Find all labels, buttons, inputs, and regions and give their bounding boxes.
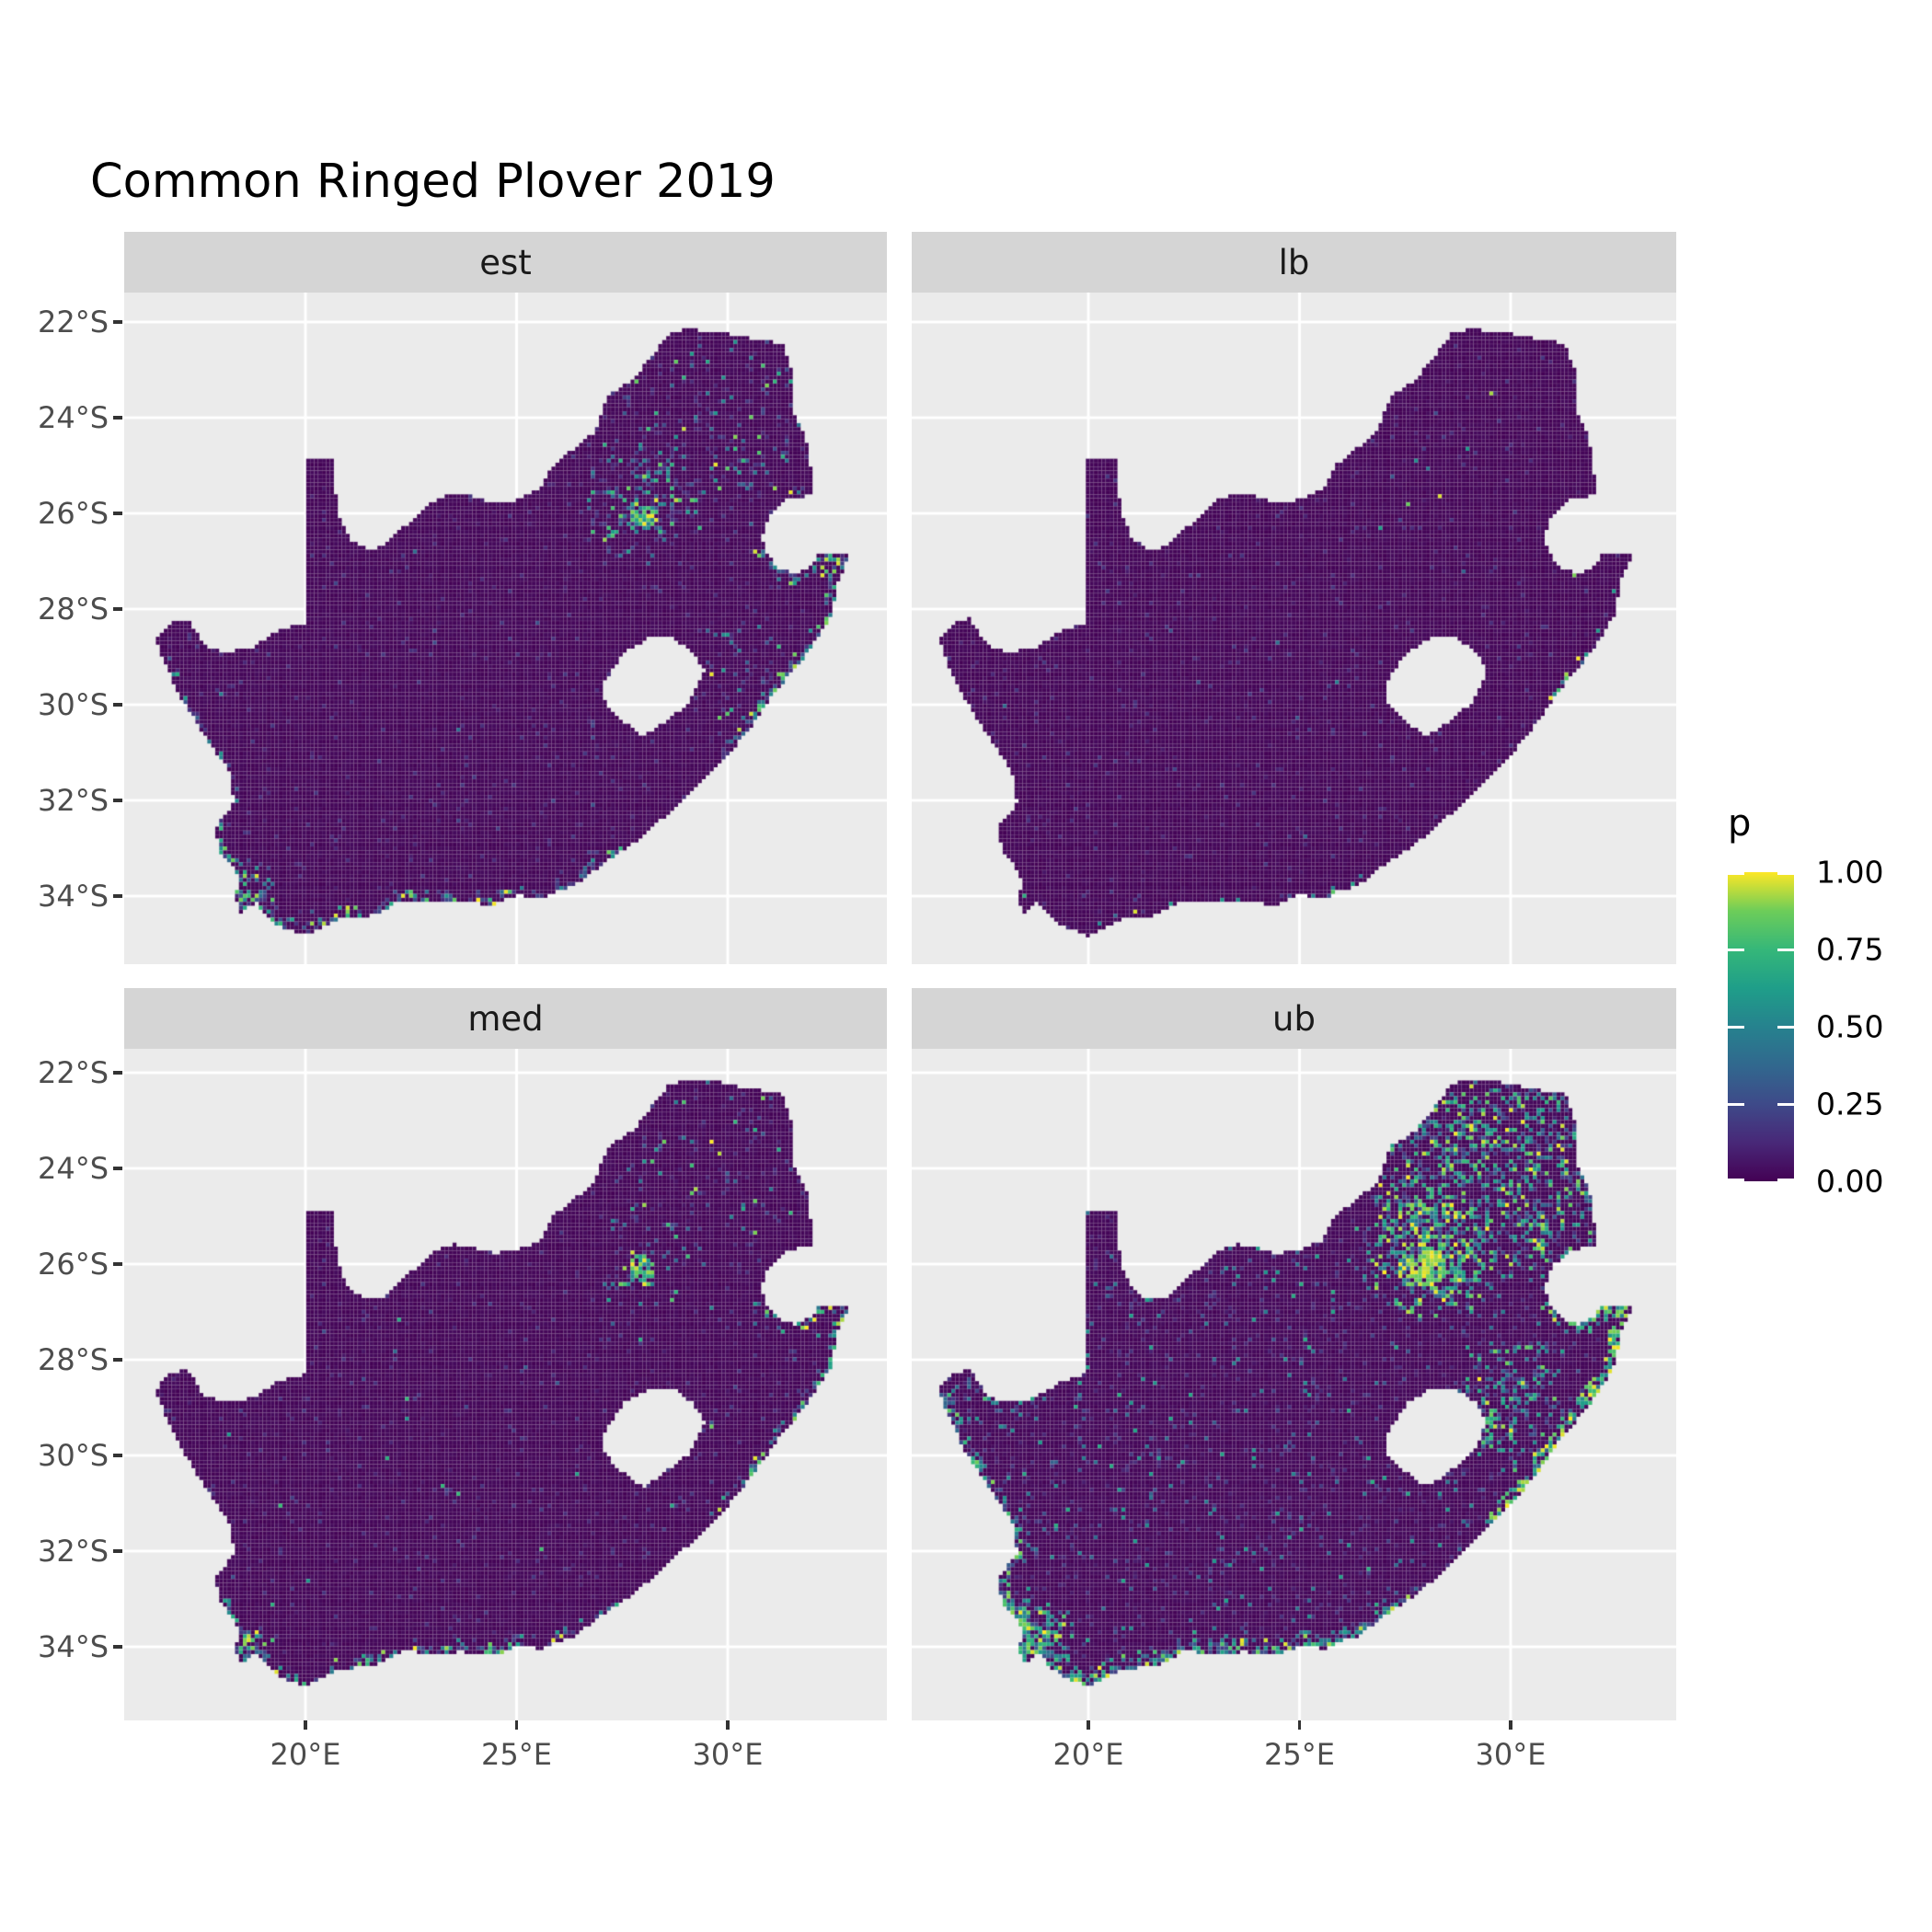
legend-tick-mark [1728, 872, 1744, 875]
facet-strip-label-est: est [479, 242, 532, 282]
legend-tick-mark [1777, 872, 1794, 875]
facet-panel-est-map [124, 293, 887, 964]
legend-tick-label: 0.00 [1816, 1163, 1884, 1200]
facet-strip-ub: ub [912, 988, 1676, 1049]
x-axis-tick-mark [1509, 1720, 1512, 1730]
y-axis-tick-mark [113, 1454, 122, 1457]
legend-tick-mark [1728, 1102, 1744, 1106]
legend-tick-mark [1777, 1025, 1794, 1029]
y-axis-label: 30°S [37, 687, 109, 722]
legend-tick-mark [1777, 1179, 1794, 1181]
facet-panel-ub-map [912, 1049, 1676, 1720]
y-axis-tick-mark [113, 1262, 122, 1266]
x-axis-label: 30°E [1475, 1737, 1547, 1772]
legend-tick-label: 1.00 [1816, 854, 1884, 891]
y-axis-tick-mark [113, 607, 122, 611]
legend-title: p [1728, 802, 1752, 845]
x-axis-label: 20°E [1052, 1737, 1124, 1772]
facet-strip-est: est [124, 232, 887, 293]
y-axis-label: 28°S [37, 1342, 109, 1377]
facet-strip-med: med [124, 988, 887, 1049]
y-axis-tick-mark [113, 799, 122, 802]
y-axis-tick-mark [113, 1167, 122, 1170]
legend-tick-label: 0.50 [1816, 1008, 1884, 1045]
y-axis-tick-mark [113, 416, 122, 420]
y-axis-label: 34°S [37, 879, 109, 914]
y-axis-tick-mark [113, 1645, 122, 1649]
x-axis-tick-mark [1087, 1720, 1090, 1730]
y-axis-label: 34°S [37, 1629, 109, 1664]
y-axis-label: 24°S [37, 1151, 109, 1186]
facet-strip-label-lb: lb [1278, 242, 1310, 282]
legend-tick-mark [1728, 1179, 1744, 1181]
x-axis-tick-mark [1297, 1720, 1302, 1730]
x-axis-tick-mark [726, 1720, 730, 1730]
facet-strip-label-med: med [467, 998, 544, 1039]
y-axis-tick-mark [113, 512, 122, 515]
y-axis-tick-mark [113, 703, 122, 707]
legend-tick-mark [1728, 948, 1744, 951]
legend-tick-mark [1777, 1102, 1794, 1106]
y-axis-label: 24°S [37, 400, 109, 435]
y-axis-label: 26°S [37, 1247, 109, 1282]
y-axis-tick-mark [113, 1071, 122, 1075]
facet-panel-med-map [124, 1049, 887, 1720]
x-axis-tick-mark [304, 1720, 307, 1730]
y-axis-label: 30°S [37, 1438, 109, 1473]
y-axis-tick-mark [113, 1549, 122, 1553]
x-axis-label: 25°E [1264, 1737, 1335, 1772]
x-axis-label: 30°E [692, 1737, 764, 1772]
facet-strip-label-ub: ub [1272, 998, 1316, 1039]
y-axis-tick-mark [113, 1358, 122, 1362]
y-axis-label: 32°S [37, 783, 109, 818]
legend-tick-mark [1728, 1025, 1744, 1029]
y-axis-label: 22°S [37, 1055, 109, 1090]
y-axis-tick-mark [113, 320, 122, 324]
y-axis-label: 32°S [37, 1534, 109, 1569]
x-axis-tick-mark [514, 1720, 519, 1730]
plot-title: Common Ringed Plover 2019 [90, 155, 776, 209]
x-axis-label: 20°E [270, 1737, 341, 1772]
legend-tick-mark [1777, 948, 1794, 951]
x-axis-label: 25°E [481, 1737, 552, 1772]
y-axis-label: 28°S [37, 592, 109, 627]
facet-panel-lb-map [912, 293, 1676, 964]
y-axis-label: 26°S [37, 496, 109, 531]
legend-tick-label: 0.75 [1816, 931, 1884, 968]
facet-strip-lb: lb [912, 232, 1676, 293]
y-axis-tick-mark [113, 894, 122, 898]
y-axis-label: 22°S [37, 305, 109, 339]
legend-tick-label: 0.25 [1816, 1086, 1884, 1122]
